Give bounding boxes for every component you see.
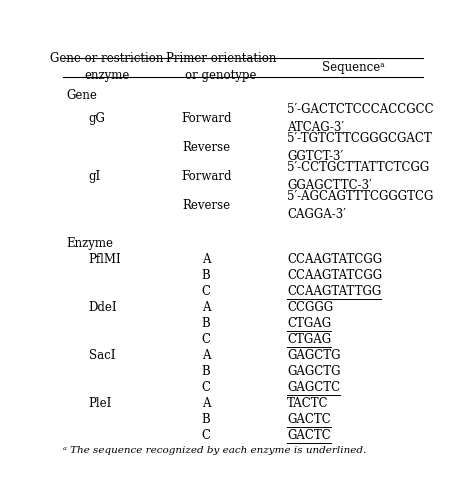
- Text: GAGCTC: GAGCTC: [287, 381, 340, 394]
- Text: 5′-AGCAGTTTCGGGTCG
CAGGA-3′: 5′-AGCAGTTTCGGGTCG CAGGA-3′: [287, 190, 433, 221]
- Text: C: C: [202, 285, 210, 298]
- Text: Forward: Forward: [181, 170, 231, 183]
- Text: Enzyme: Enzyme: [66, 237, 114, 250]
- Text: Primer orientation
or genotype: Primer orientation or genotype: [166, 52, 276, 82]
- Text: B: B: [202, 269, 210, 282]
- Text: C: C: [202, 381, 210, 394]
- Text: Gene or restriction
enzyme: Gene or restriction enzyme: [50, 52, 164, 82]
- Text: 5′-CCTGCTTATTCTCGG
GGAGCTTC-3′: 5′-CCTGCTTATTCTCGG GGAGCTTC-3′: [287, 161, 429, 192]
- Text: gG: gG: [89, 112, 106, 125]
- Text: A: A: [202, 301, 210, 314]
- Text: Forward: Forward: [181, 112, 231, 125]
- Text: C: C: [202, 429, 210, 442]
- Text: gI: gI: [89, 170, 101, 183]
- Text: PflMI: PflMI: [89, 253, 121, 266]
- Text: GACTC: GACTC: [287, 413, 331, 426]
- Text: Sequenceᵃ: Sequenceᵃ: [322, 61, 384, 74]
- Text: SacI: SacI: [89, 349, 115, 362]
- Text: CCAAGTATCGG: CCAAGTATCGG: [287, 253, 382, 266]
- Text: CCAAGTATTGG: CCAAGTATTGG: [287, 285, 381, 298]
- Text: A: A: [202, 349, 210, 362]
- Text: PleI: PleI: [89, 397, 112, 410]
- Text: 5′-TGTCTTCGGGCGACT
GGTCT-3′: 5′-TGTCTTCGGGCGACT GGTCT-3′: [287, 132, 432, 163]
- Text: B: B: [202, 365, 210, 378]
- Text: Gene: Gene: [66, 89, 98, 102]
- Text: CTGAG: CTGAG: [287, 333, 331, 346]
- Text: B: B: [202, 317, 210, 330]
- Text: C: C: [202, 333, 210, 346]
- Text: ᵃ The sequence recognized by each enzyme is underlined.: ᵃ The sequence recognized by each enzyme…: [63, 446, 366, 455]
- Text: GACTC: GACTC: [287, 429, 331, 442]
- Text: CCGGG: CCGGG: [287, 301, 333, 314]
- Text: GAGCTG: GAGCTG: [287, 349, 340, 362]
- Text: Reverse: Reverse: [182, 141, 230, 154]
- Text: A: A: [202, 253, 210, 266]
- Text: GAGCTG: GAGCTG: [287, 365, 340, 378]
- Text: A: A: [202, 397, 210, 410]
- Text: B: B: [202, 413, 210, 426]
- Text: CCAAGTATCGG: CCAAGTATCGG: [287, 269, 382, 282]
- Text: Reverse: Reverse: [182, 199, 230, 212]
- Text: 5′-GACTCTCCCACCGCC
ATCAG-3′: 5′-GACTCTCCCACCGCC ATCAG-3′: [287, 103, 434, 134]
- Text: DdeI: DdeI: [89, 301, 117, 314]
- Text: CTGAG: CTGAG: [287, 317, 331, 330]
- Text: TACTC: TACTC: [287, 397, 328, 410]
